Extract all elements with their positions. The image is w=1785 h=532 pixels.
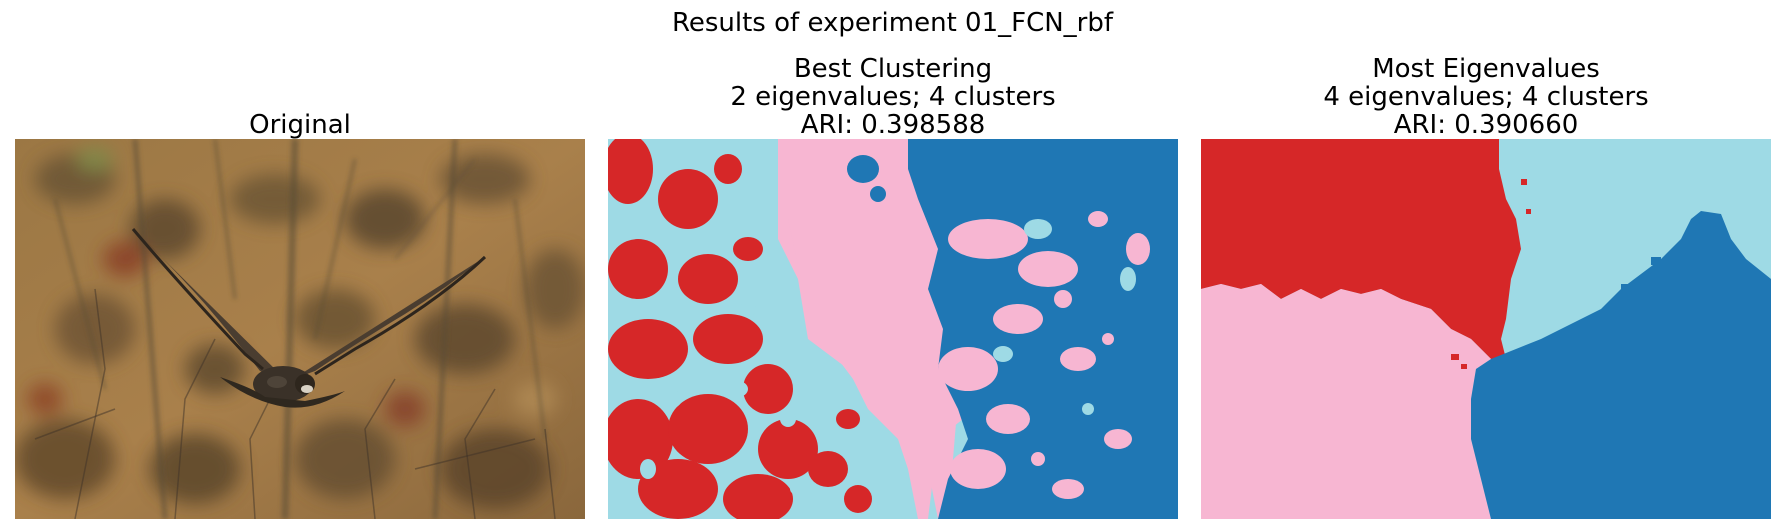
panel-title-best: Best Clustering 2 eigenvalues; 4 cluster…: [608, 55, 1178, 139]
best-title-line3: ARI: 0.398588: [800, 110, 986, 140]
panel-best-clustering: Best Clustering 2 eigenvalues; 4 cluster…: [608, 0, 1178, 532]
best-title-line2: 2 eigenvalues; 4 clusters: [730, 82, 1056, 112]
most-title-line3: ARI: 0.390660: [1393, 110, 1579, 140]
panel-title-original: Original: [15, 111, 585, 139]
panel-most-eigenvalues: Most Eigenvalues 4 eigenvalues; 4 cluste…: [1201, 0, 1771, 532]
best-clustering-segmentation: [608, 139, 1178, 519]
original-image: [15, 139, 585, 519]
original-photo: [15, 139, 585, 519]
most-eigenvalues-image: [1201, 139, 1771, 519]
most-title-line1: Most Eigenvalues: [1372, 54, 1600, 84]
panel-title-most: Most Eigenvalues 4 eigenvalues; 4 cluste…: [1201, 55, 1771, 139]
figure-suptitle: Results of experiment 01_FCN_rbf: [671, 8, 1114, 38]
panel-original: Original: [15, 0, 585, 532]
bird-silhouette: [131, 228, 487, 408]
most-title-line2: 4 eigenvalues; 4 clusters: [1323, 82, 1649, 112]
original-title: Original: [249, 110, 351, 140]
best-title-line1: Best Clustering: [793, 54, 993, 84]
best-clustering-image: [608, 139, 1178, 519]
most-eigenvalues-segmentation: [1201, 139, 1771, 519]
